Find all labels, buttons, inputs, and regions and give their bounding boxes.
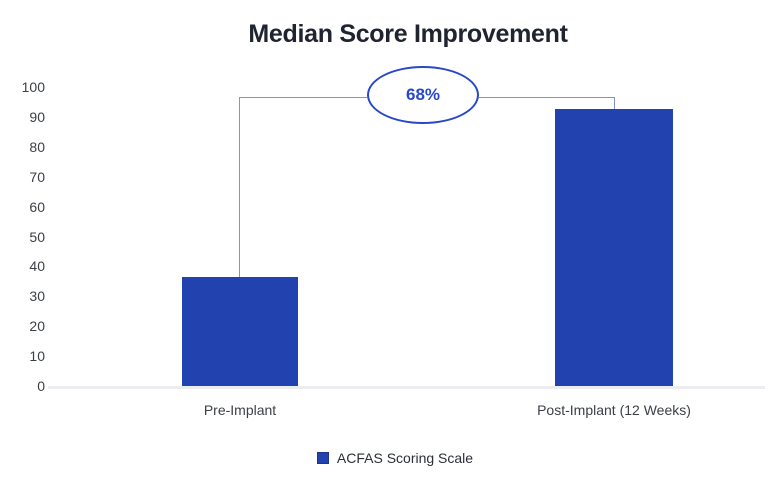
- bar: [555, 109, 673, 386]
- x-axis-line: [48, 386, 765, 389]
- connector-horizontal-right: [479, 97, 615, 98]
- legend: ACFAS Scoring Scale: [20, 449, 770, 467]
- legend-swatch-icon: [316, 452, 329, 464]
- bar: [182, 276, 298, 386]
- y-tick-label: 20: [29, 318, 45, 335]
- annotation-text: 68%: [405, 85, 441, 104]
- chart-title: Median Score Improvement: [248, 20, 568, 48]
- y-tick-label: 50: [29, 228, 45, 245]
- y-tick-label: 40: [29, 258, 45, 275]
- legend-label: ACFAS Scoring Scale: [336, 450, 474, 466]
- connector-horizontal-left: [239, 97, 367, 98]
- y-tick-label: 0: [37, 378, 45, 394]
- connector-vertical-left: [239, 97, 240, 277]
- connector-vertical-right: [614, 97, 615, 110]
- x-category-label: Post-Implant (12 Weeks): [537, 402, 691, 418]
- x-category-label: Pre-Implant: [203, 402, 277, 418]
- y-tick-label: 30: [29, 288, 45, 305]
- y-tick-label: 100: [21, 79, 45, 95]
- annotation-ellipse: 68%: [367, 66, 479, 124]
- y-tick-label: 80: [29, 138, 45, 155]
- y-tick-label: 90: [29, 108, 45, 125]
- y-tick-label: 10: [29, 348, 45, 365]
- y-tick-label: 60: [29, 198, 45, 215]
- y-tick-label: 70: [29, 168, 45, 185]
